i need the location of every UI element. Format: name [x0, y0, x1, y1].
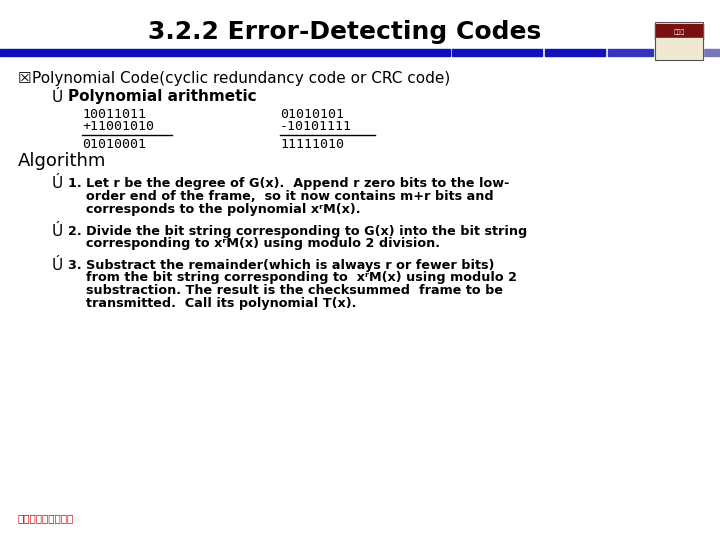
Text: Ú: Ú: [52, 177, 63, 192]
Text: from the bit string corresponding to  xʳM(x) using modulo 2: from the bit string corresponding to xʳM…: [68, 272, 517, 285]
Text: Ú: Ú: [52, 224, 63, 239]
Text: Polynomial arithmetic: Polynomial arithmetic: [68, 90, 256, 105]
Bar: [545, 49, 605, 56]
Bar: [608, 49, 653, 56]
Text: 3. Substract the remainder(which is always r or fewer bits): 3. Substract the remainder(which is alwa…: [68, 259, 495, 272]
Text: order end of the frame,  so it now contains m+r bits and: order end of the frame, so it now contai…: [68, 191, 494, 204]
Text: Ú: Ú: [52, 258, 63, 273]
Text: corresponds to the polynomial xʳM(x).: corresponds to the polynomial xʳM(x).: [68, 204, 361, 217]
Text: 2. Divide the bit string corresponding to G(x) into the bit string: 2. Divide the bit string corresponding t…: [68, 225, 527, 238]
Text: +11001010: +11001010: [82, 120, 154, 133]
Text: 01010101: 01010101: [280, 107, 344, 120]
Text: ☒: ☒: [18, 71, 32, 85]
Text: substraction. The result is the checksummed  frame to be: substraction. The result is the checksum…: [68, 285, 503, 298]
Bar: [694, 49, 720, 56]
Bar: [655, 38, 703, 60]
Text: Ú: Ú: [52, 90, 63, 105]
Text: 1. Let r be the degree of G(x).  Append r zero bits to the low-: 1. Let r be the degree of G(x). Append r…: [68, 178, 509, 191]
Text: transmitted.  Call its polynomial T(x).: transmitted. Call its polynomial T(x).: [68, 298, 356, 310]
Text: 3.2.2 Error-Detecting Codes: 3.2.2 Error-Detecting Codes: [148, 20, 541, 44]
Text: Algorithm: Algorithm: [18, 152, 107, 170]
Text: 컴퓨터네트워크강의: 컴퓨터네트워크강의: [18, 513, 74, 523]
Text: 10011011: 10011011: [82, 107, 146, 120]
Bar: [656, 49, 691, 56]
Text: Polynomial Code(cyclic redundancy code or CRC code): Polynomial Code(cyclic redundancy code o…: [32, 71, 450, 85]
Text: 11111010: 11111010: [280, 138, 344, 151]
Bar: [0, 49, 450, 56]
Bar: [655, 22, 703, 60]
Text: -10101111: -10101111: [280, 120, 352, 133]
Bar: [655, 24, 703, 40]
Text: 대학교: 대학교: [673, 29, 685, 35]
Text: 01010001: 01010001: [82, 138, 146, 151]
Text: corresponding to xʳM(x) using modulo 2 division.: corresponding to xʳM(x) using modulo 2 d…: [68, 238, 440, 251]
Bar: [452, 49, 542, 56]
